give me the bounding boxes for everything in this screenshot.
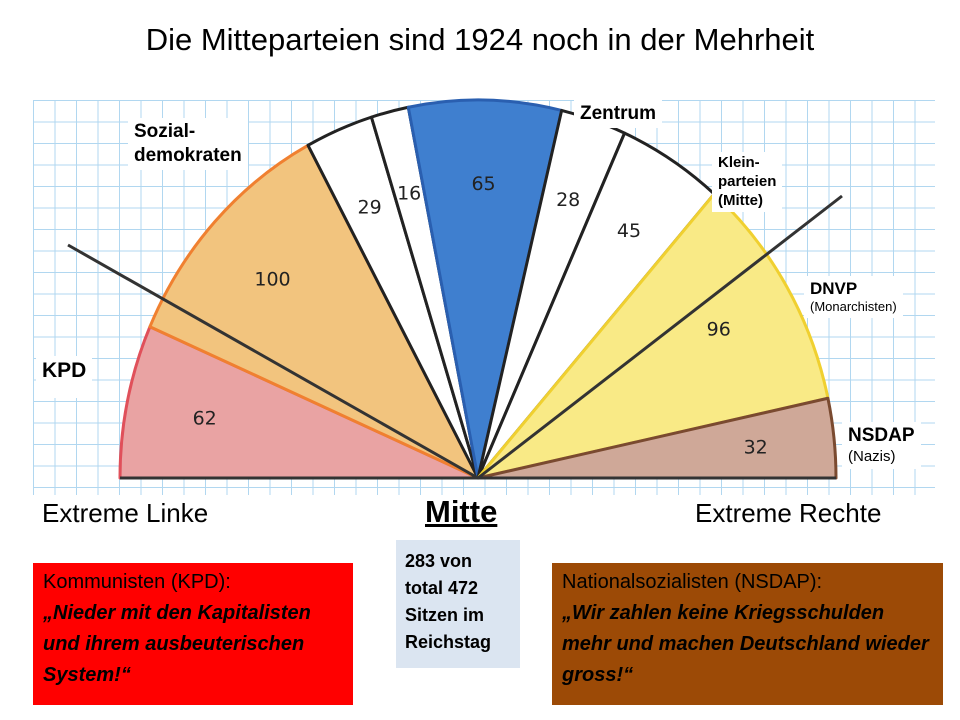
slice-value-label: 65 [471,173,495,195]
label-kleinparteien: Klein-parteien (Mitte) [712,152,783,213]
mitte-seats-box: 283 von total 472 Sitzen im Reichstag [396,540,520,668]
nsdap-quote-box: Nationalsozialisten (NSDAP): „Wir zahlen… [552,563,943,705]
axis-center-label: Mitte [425,494,498,529]
axis-left-label: Extreme Linke [42,498,209,528]
slice-value-label: 96 [707,319,731,341]
slice-value-label: 62 [193,408,217,430]
slice-value-label: 100 [254,268,290,290]
slide-title: Die Mitteparteien sind 1924 noch in der … [145,22,815,57]
slice-value-label: 29 [358,196,382,218]
slice-1 [148,143,480,480]
slice-4 [406,98,564,480]
kpd-heading: Kommunisten (KPD): [43,571,231,593]
label-zentrum: Zentrum [574,100,662,128]
slice-value-label: 28 [556,189,580,211]
label-nsdap: NSDAP (Nazis) [842,422,921,469]
divider-right [477,194,843,480]
kpd-quote: „Nieder mit den Kapitalisten und ihrem a… [43,602,311,686]
slice-value-label: 45 [617,220,641,242]
slice-0 [118,325,480,480]
nsdap-heading: Nationalsozialisten (NSDAP): [562,571,823,593]
label-kpd: KPD [36,356,93,399]
slice-value-label: 16 [397,182,421,204]
axis-right-label: Extreme Rechte [695,498,882,528]
label-dnvp: DNVP (Monarchisten) [804,276,903,318]
divider-left [67,243,479,480]
slice-value-label: 32 [744,437,768,459]
kpd-quote-box: Kommunisten (KPD): „Nieder mit den Kapit… [33,563,353,705]
nsdap-quote: „Wir zahlen keine Kriegsschulden mehr un… [562,602,929,686]
label-sozialdemokraten: Sozial-demokraten [128,118,248,170]
